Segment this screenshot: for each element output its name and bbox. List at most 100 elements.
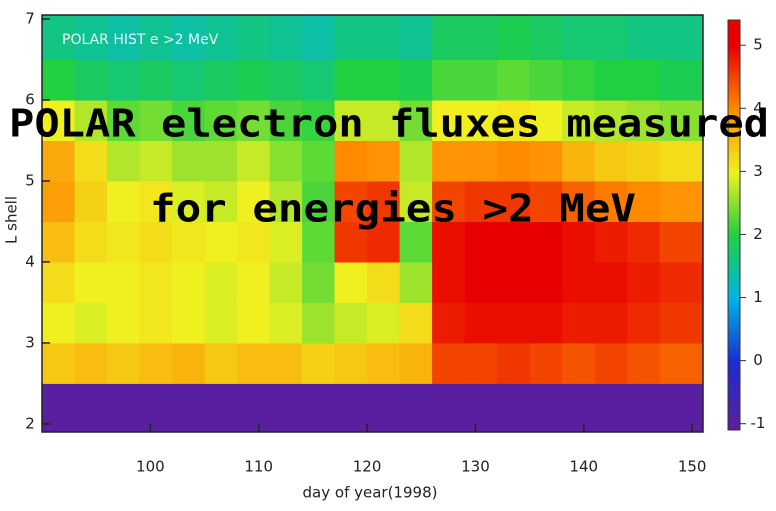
colorbar-strip <box>728 168 740 171</box>
heatmap-cell <box>464 221 498 263</box>
heatmap-cell <box>659 180 704 222</box>
colorbar-strip <box>728 252 740 255</box>
colorbar-strip <box>728 328 740 331</box>
colorbar-strip <box>728 340 740 343</box>
heatmap-cell <box>107 59 141 101</box>
colorbar-strip <box>728 294 740 297</box>
heatmap-cell <box>237 383 271 433</box>
colorbar-strip <box>728 164 740 167</box>
colorbar-strip <box>728 284 740 287</box>
heatmap-cell <box>302 180 336 222</box>
colorbar-strip <box>728 216 740 219</box>
heatmap-cell <box>562 15 596 61</box>
colorbar-strip <box>728 402 740 405</box>
overlay-title: for energies >2 MeV <box>150 187 636 231</box>
heatmap-cell <box>497 15 531 61</box>
heatmap-cell <box>139 15 173 61</box>
colorbar-strip <box>728 306 740 309</box>
colorbar-strip <box>728 396 740 399</box>
colorbar-strip <box>728 258 740 261</box>
colorbar-strip <box>728 324 740 327</box>
colorbar-strip <box>728 36 740 39</box>
colorbar-strip <box>728 350 740 353</box>
colorbar-strip <box>728 248 740 251</box>
heatmap-cell <box>74 100 108 142</box>
heatmap-cell <box>529 342 563 384</box>
y-tick-label: 5 <box>25 171 35 189</box>
colorbar-strip <box>728 136 740 139</box>
heatmap-cell <box>107 302 141 344</box>
colorbar-strip <box>728 188 740 191</box>
colorbar-strip <box>728 406 740 409</box>
heatmap-cell <box>562 180 596 222</box>
heatmap-cell <box>464 180 498 222</box>
colorbar-strip <box>728 428 740 431</box>
y-axis-label: L shell <box>3 196 21 244</box>
heatmap-cell <box>172 221 206 263</box>
heatmap-cell <box>74 261 108 303</box>
colorbar-strip <box>728 190 740 193</box>
colorbar-strip <box>728 272 740 275</box>
heatmap-cell <box>367 180 401 222</box>
colorbar-strip <box>728 238 740 241</box>
colorbar-strip <box>728 374 740 377</box>
colorbar-strip <box>728 226 740 229</box>
heatmap-cell <box>107 342 141 384</box>
heatmap-cell <box>269 100 303 142</box>
heatmap-cell <box>529 15 563 61</box>
colorbar-strip <box>728 282 740 285</box>
heatmap-cell <box>367 261 401 303</box>
colorbar-strip <box>728 78 740 81</box>
heatmap-cell <box>139 383 173 433</box>
heatmap-cell <box>659 221 704 263</box>
heatmap-cell <box>204 342 238 384</box>
colorbar-strip <box>728 330 740 333</box>
heatmap-cell <box>334 59 368 101</box>
heatmap-cell <box>334 342 368 384</box>
colorbar-strip <box>728 240 740 243</box>
colorbar-strip <box>728 236 740 239</box>
colorbar-strip <box>728 222 740 225</box>
heatmap-cell <box>74 15 108 61</box>
heatmap-cell <box>42 221 76 263</box>
heatmap-cell <box>627 221 661 263</box>
heatmap-cell <box>432 15 466 61</box>
heatmap-cell <box>594 261 628 303</box>
x-axis-label: day of year(1998) <box>303 484 438 502</box>
heatmap-cell <box>367 302 401 344</box>
heatmap-cell <box>562 383 596 433</box>
heatmap-cell <box>74 383 108 433</box>
heatmap-cell <box>172 59 206 101</box>
colorbar-strip <box>728 160 740 163</box>
colorbar-strip <box>728 118 740 121</box>
heatmap-cell <box>594 383 628 433</box>
heatmap-cell <box>562 302 596 344</box>
colorbar-strip <box>728 64 740 67</box>
heatmap-cell <box>42 140 76 182</box>
heatmap-cell <box>627 261 661 303</box>
heatmap-cell <box>172 383 206 433</box>
heatmap-cell <box>529 302 563 344</box>
colorbar-strip <box>728 280 740 283</box>
colorbar-strip <box>728 50 740 53</box>
colorbar-strip <box>728 292 740 295</box>
heatmap-cell <box>562 221 596 263</box>
heatmap-cell <box>237 100 271 142</box>
colorbar-strip <box>728 344 740 347</box>
colorbar-strip <box>728 372 740 375</box>
heatmap-cell <box>399 302 433 344</box>
heatmap-cell <box>594 59 628 101</box>
heatmap-cell <box>432 383 466 433</box>
colorbar-strip <box>728 74 740 77</box>
colorbar-strip <box>728 362 740 365</box>
colorbar-strip <box>728 208 740 211</box>
colorbar-strip <box>728 198 740 201</box>
colorbar-strip <box>728 84 740 87</box>
colorbar-strip <box>728 210 740 213</box>
colorbar-strip <box>728 266 740 269</box>
colorbar-strip <box>728 218 740 221</box>
colorbar-strip <box>728 276 740 279</box>
heatmap-cell <box>562 59 596 101</box>
plot-frame <box>41 14 704 433</box>
